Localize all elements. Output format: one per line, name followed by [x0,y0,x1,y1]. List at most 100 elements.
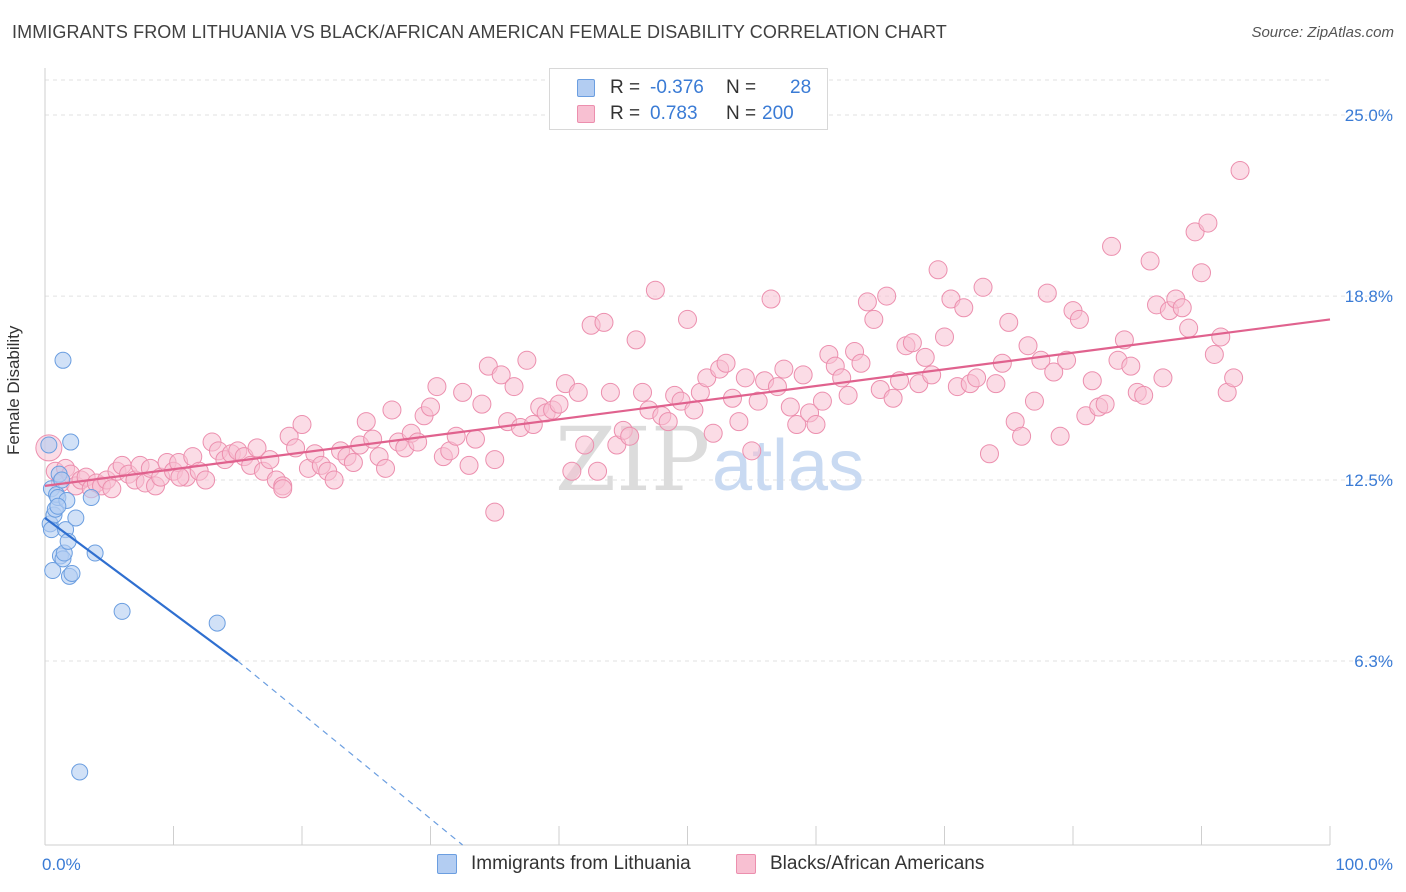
pink-point [742,441,762,461]
y-tick-label: 18.8% [1345,287,1393,306]
pink-point [343,453,363,472]
pink-point [703,423,723,443]
pink-point [716,353,736,373]
blue-point [40,436,58,454]
pink-point [1153,368,1173,388]
legend-r-value: 0.783 [650,103,698,124]
pink-point [678,309,697,329]
blue-point [208,614,226,632]
pink-point [1018,336,1038,356]
series-legend: Immigrants from Lithuania Blacks/African… [0,852,1406,876]
pink-point [594,312,614,332]
pink-point [292,415,312,435]
pink-point [1192,263,1211,283]
chart-title: IMMIGRANTS FROM LITHUANIA VS BLACK/AFRIC… [12,22,947,42]
y-tick-label: 6.3% [1354,652,1393,671]
watermark: ZIP atlas [555,408,864,511]
pink-point [196,470,216,490]
pink-point [170,467,190,487]
pink-point [915,347,935,367]
pink-point [1037,283,1057,303]
pink-point [1121,356,1141,376]
legend-label: Blacks/African Americans [770,853,985,874]
pink-point [787,415,807,435]
pink-point [922,365,942,385]
blue-point [62,433,80,451]
pink-point [633,382,653,402]
pink-point [1211,327,1231,347]
pink-point [459,455,479,475]
pink-point [485,450,505,470]
pink-point [491,365,511,385]
pink-point [735,368,755,388]
legend-swatch-pink [736,854,756,874]
pink-point [748,391,768,411]
pink-point [600,382,620,402]
watermark-atlas: atlas [712,426,864,506]
pink-point [427,377,447,397]
watermark-zip: ZIP [555,408,710,511]
pink-point [1140,251,1160,271]
y-tick-label: 25.0% [1345,106,1393,125]
pink-point [356,412,376,432]
pink-point [658,412,678,432]
pink-point [376,458,396,478]
pink-point [973,277,993,297]
legend-row-lithuania: R = -0.376 N = 28 [550,75,827,101]
pink-point [1179,318,1199,338]
pink-point [588,461,608,481]
pink-point [472,394,492,414]
pink-point [793,365,813,385]
pink-point [979,444,999,464]
legend-r-value: -0.376 [650,77,704,98]
pink-point [273,479,293,499]
blue-series-points [40,351,226,781]
pink-point [1044,362,1064,382]
trend-lines [44,318,1331,846]
pink-point [1204,344,1224,364]
blue-point [82,489,100,507]
pink-point [363,429,383,449]
legend-swatch-blue [437,854,457,874]
source-label: Source: ZipAtlas.com [1251,24,1394,41]
pink-point [838,385,858,405]
pink-point [986,374,1006,394]
pink-point [806,415,826,435]
pink-point [382,400,402,420]
pink-point [1134,385,1154,405]
blue-point [54,351,72,369]
pink-point [620,426,640,446]
pink-trend-line [44,318,1331,487]
blue-point [113,602,131,620]
pink-point [446,426,466,446]
pink-point [247,438,267,458]
blue-point [67,509,85,527]
pink-point [260,450,280,470]
pink-point [626,330,646,350]
pink-point [935,327,954,347]
legend-n-value: 200 [762,103,794,124]
legend-r-label: R = [610,103,641,124]
pink-point [780,397,800,417]
pink-point [1198,213,1218,233]
pink-point [967,368,987,388]
x-tick-label-max: 100.0% [1335,855,1393,874]
pink-point [999,312,1019,332]
pink-point [1050,426,1070,446]
pink-point [954,298,974,318]
pink-point [851,353,871,373]
pink-point [485,502,505,522]
pink-point [465,429,485,449]
legend-n-label: N = [726,103,757,124]
pink-point [1024,391,1044,411]
pink-point [575,435,595,455]
pink-point [902,333,922,353]
pink-point [1172,298,1192,318]
pink-point [1082,371,1102,391]
blue-point [63,564,81,582]
blue-point [53,471,71,489]
pink-point [1095,394,1115,414]
pink-point [1102,236,1122,256]
blue-trend-line [44,517,239,662]
